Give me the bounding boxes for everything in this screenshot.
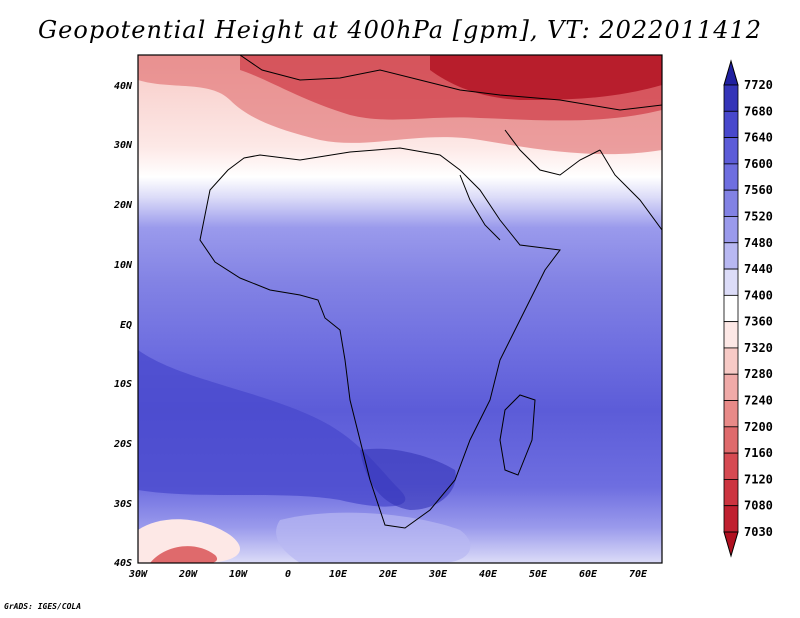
lat-tick-10n: 10N — [114, 260, 133, 271]
lon-tick-10w: 10W — [229, 569, 248, 580]
colorbar: 7030 7080 7120 7160 7200 7240 7280 7320 7360 7400… — [723, 59, 773, 558]
colorbar-label: 7200 — [744, 420, 773, 434]
colorbar-swatch — [723, 347, 739, 375]
credit-text: GrADS: IGES/COLA — [4, 602, 82, 611]
colorbar-label: 7280 — [744, 367, 773, 381]
lat-tick-20n: 20N — [113, 200, 133, 211]
colorbar-swatch — [723, 321, 739, 349]
lat-tick-20s: 20S — [113, 439, 132, 450]
colorbar-label: 7480 — [744, 236, 773, 250]
colorbar-label: 7560 — [744, 183, 773, 197]
colorbar-swatch — [723, 452, 739, 480]
colorbar-swatch — [723, 505, 739, 533]
lon-tick-20w: 20W — [178, 569, 198, 580]
colorbar-swatch — [723, 163, 739, 191]
colorbar-swatch — [723, 189, 739, 217]
lat-tick-30s: 30S — [113, 499, 132, 510]
colorbar-label: 7030 — [744, 525, 773, 539]
colorbar-swatch — [723, 84, 739, 112]
lat-tick-10s: 10S — [114, 379, 132, 390]
coastlines — [199, 55, 662, 529]
lon-tick-20e: 20E — [378, 569, 398, 580]
colorbar-swatch — [723, 400, 739, 428]
colorbar-swatch — [723, 242, 739, 270]
lon-tick-40e: 40E — [479, 569, 498, 580]
lon-ticks: 30W 20W 10W 0 10E 20E 30E 40E 50E 60E 70… — [128, 569, 648, 580]
lon-tick-50e: 50E — [529, 569, 548, 580]
colorbar-swatch — [723, 110, 739, 138]
colorbar-label: 7520 — [744, 209, 773, 223]
colorbar-label: 7440 — [744, 262, 773, 276]
colorbar-swatch — [723, 216, 739, 244]
colorbar-label: 7680 — [744, 104, 773, 118]
colorbar-label: 7360 — [744, 315, 773, 329]
colorbar-label: 7640 — [744, 131, 773, 145]
colorbar-swatch — [723, 373, 739, 401]
colorbar-swatch — [723, 294, 739, 323]
colorbar-label: 7600 — [744, 157, 773, 171]
lon-tick-30e: 30E — [428, 569, 448, 580]
lon-tick-0: 0 — [285, 569, 291, 580]
colorbar-label: 7400 — [744, 288, 773, 302]
lat-tick-30n: 30N — [113, 140, 133, 151]
lat-tick-40s: 40S — [114, 558, 132, 569]
map-title: Geopotential Height at 400hPa [gpm], VT:… — [38, 16, 762, 44]
plot-frame — [137, 54, 663, 564]
colorbar-swatch — [723, 268, 739, 296]
colorbar-label: 7240 — [744, 394, 773, 408]
colorbar-label: 7320 — [744, 341, 773, 355]
colorbar-label: 7080 — [744, 499, 773, 513]
lon-tick-10e: 10E — [329, 569, 348, 580]
colorbar-swatch — [723, 426, 739, 454]
lon-tick-60e: 60E — [579, 569, 598, 580]
colorbar-swatch — [723, 137, 739, 165]
contour-field — [138, 55, 662, 563]
colorbar-label: 7120 — [744, 472, 773, 486]
lon-tick-70e: 70E — [629, 569, 648, 580]
colorbar-bottom-arrow — [723, 531, 739, 558]
colorbar-label: 7720 — [744, 78, 773, 92]
lat-tick-40n: 40N — [114, 81, 133, 92]
colorbar-label: 7160 — [744, 446, 773, 460]
lon-tick-30w: 30W — [128, 569, 148, 580]
lat-tick-eq: EQ — [120, 320, 132, 331]
lat-ticks: 40N 30N 20N 10N EQ 10S 20S 30S 40S — [113, 81, 133, 569]
colorbar-swatch — [723, 479, 739, 507]
colorbar-top-arrow — [723, 59, 739, 86]
